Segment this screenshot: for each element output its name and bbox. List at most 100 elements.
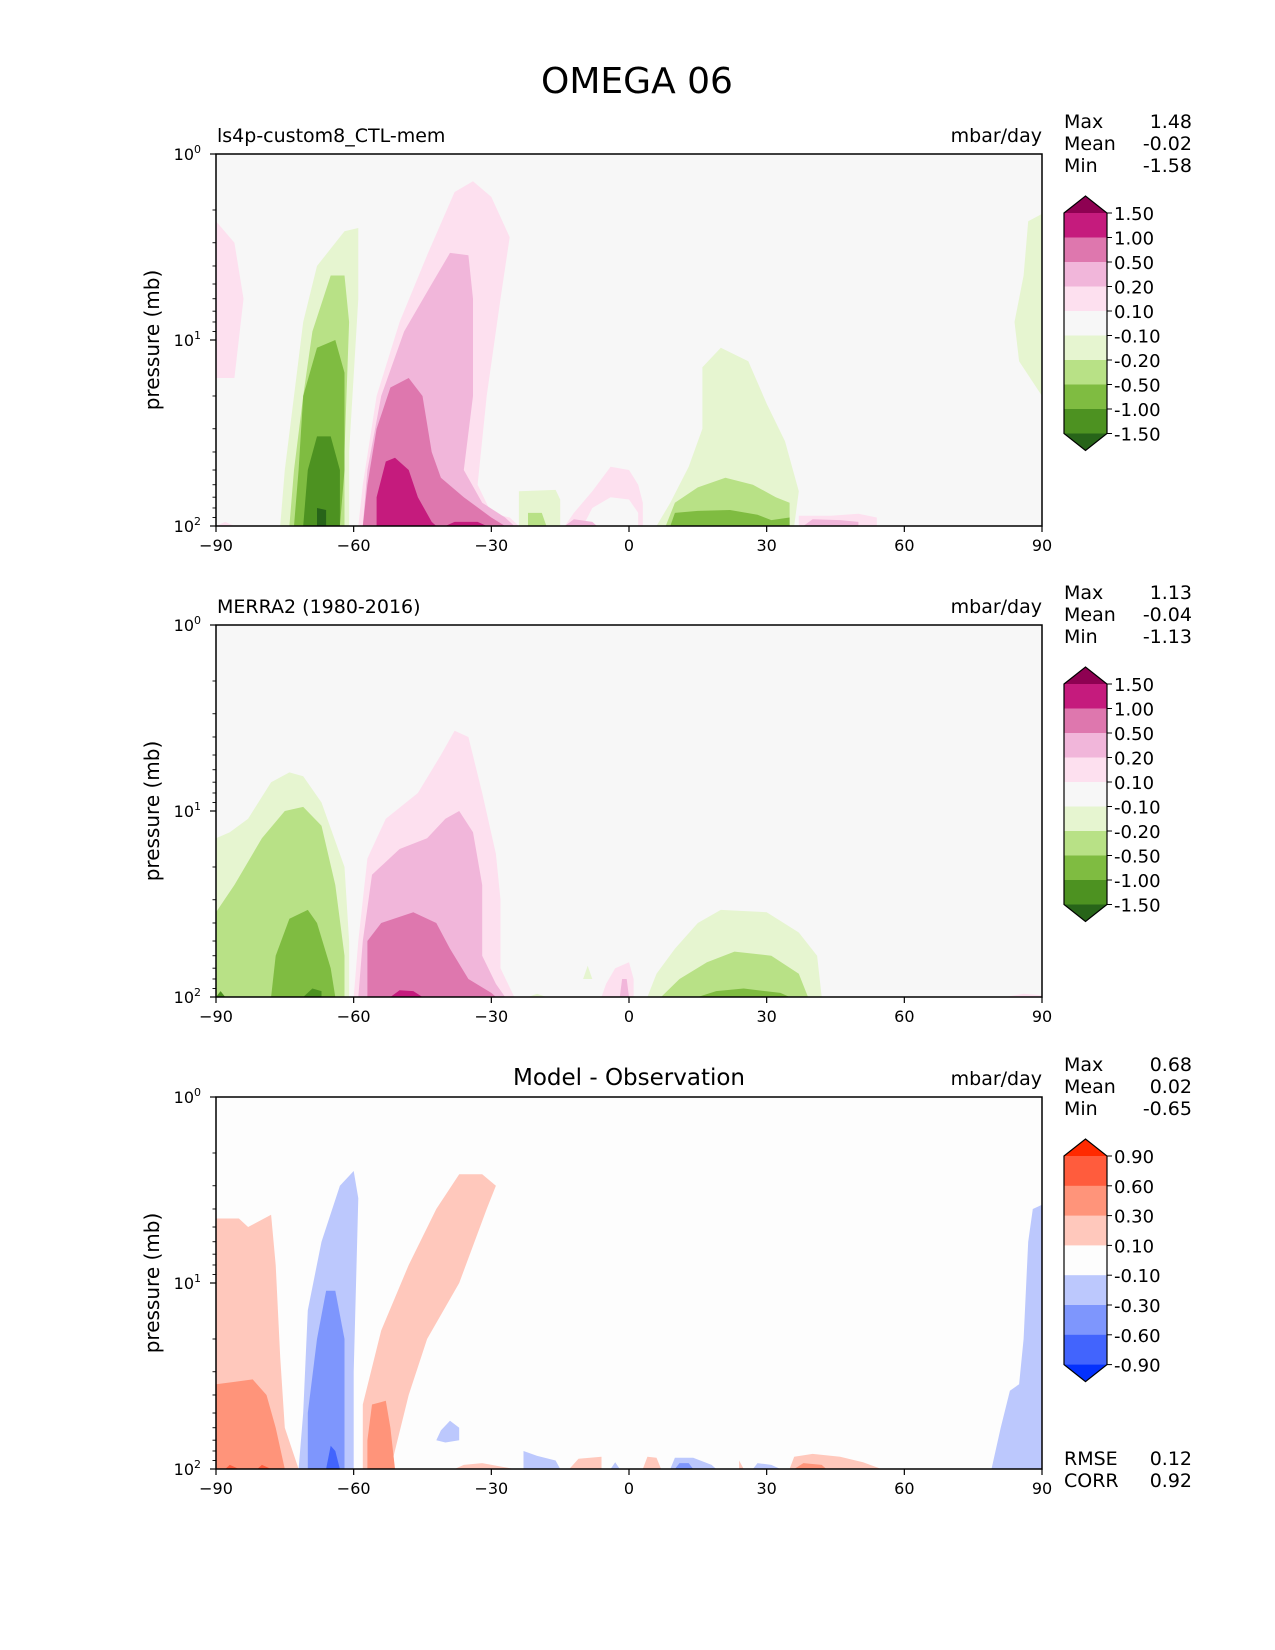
units-label: mbar/day	[951, 125, 1042, 147]
colorbar-level-label: 0.60	[1114, 1177, 1154, 1198]
colorbar-box	[1064, 311, 1107, 336]
stat-value: 0.68	[1150, 1054, 1192, 1076]
contour-band-3	[225, 1464, 239, 1469]
stat-label: Max	[1064, 582, 1103, 604]
figure-title: OMEGA 06	[541, 61, 733, 102]
x-tick-label: 60	[894, 1479, 914, 1498]
colorbar-level-label: -0.10	[1114, 327, 1161, 348]
colorbar-box	[1064, 1275, 1107, 1306]
contour-band-14	[803, 519, 859, 526]
colorbar-level-label: -0.60	[1114, 1326, 1161, 1347]
stat-label: Min	[1064, 626, 1098, 648]
bottom-stat-label: RMSE	[1064, 1448, 1118, 1470]
stat-value: 0.02	[1150, 1076, 1192, 1098]
colorbar-level-label: 0.50	[1114, 253, 1154, 274]
contour-band-21	[794, 1463, 827, 1469]
contour-band-20	[656, 347, 799, 526]
contour-band-22	[991, 1204, 1042, 1469]
contour-band-15	[661, 951, 808, 997]
contour-band-10	[583, 965, 593, 979]
y-tick-label: 101	[174, 1272, 201, 1293]
contour-band-19	[528, 512, 547, 526]
x-tick-label: −90	[199, 1007, 233, 1026]
colorbar-level-label: 0.10	[1114, 302, 1154, 323]
stat-value: -0.02	[1143, 133, 1192, 155]
bottom-stat-label: CORR	[1064, 1470, 1119, 1492]
colorbar-level-label: -1.00	[1114, 400, 1161, 421]
colorbar-extend-min	[1064, 904, 1107, 922]
panel-3: Model - Observation mbar/day pressure (mb)…	[140, 1054, 1192, 1498]
colorbar-level-label: 0.20	[1114, 278, 1154, 299]
colorbar-box	[1064, 782, 1107, 807]
y-tick-label: 100	[174, 614, 201, 635]
contour-band-2	[216, 1379, 285, 1469]
colorbar-level-label: -0.20	[1114, 351, 1161, 372]
x-tick-label: 30	[756, 1007, 776, 1026]
colorbar-level-label: 1.50	[1114, 675, 1154, 696]
y-tick-label: 101	[174, 329, 201, 350]
stat-value: -1.58	[1143, 155, 1192, 177]
contour-band-1	[216, 221, 244, 378]
panel-2: MERRA2 (1980-2016) mbar/day pressure (mb) −…	[140, 582, 1192, 1026]
panel-title: ls4p-custom8_CTL-mem	[217, 125, 445, 147]
contour-band-13	[569, 1456, 602, 1469]
contour-band-22	[670, 510, 790, 526]
colorbar-level-label: 1.00	[1114, 229, 1154, 250]
colorbar: 1.50 1.00 0.50 0.20 0.10 -0.10 -0.20 -0.50 -1.00…	[1063, 666, 1161, 923]
contour-band-15	[642, 1456, 662, 1469]
panel-title: MERRA2 (1980-2016)	[217, 596, 421, 618]
units-label: mbar/day	[951, 596, 1042, 618]
colorbar-extend-min	[1064, 1364, 1107, 1382]
stat-label: Mean	[1064, 1076, 1116, 1098]
x-tick-label: −90	[199, 1479, 233, 1498]
contour-band-12	[523, 1451, 561, 1469]
colorbar-level-label: -1.00	[1114, 871, 1161, 892]
stat-label: Mean	[1064, 604, 1116, 626]
contour-band-4	[257, 1464, 272, 1469]
colorbar-box	[1064, 335, 1107, 361]
x-tick-label: −90	[199, 536, 233, 555]
contour-band-10	[436, 1420, 460, 1443]
y-tick-label: 100	[174, 1086, 201, 1107]
colorbar-box	[1064, 855, 1107, 881]
contour-band-16	[376, 457, 437, 526]
contour-band-11	[528, 993, 547, 997]
y-tick-label: 102	[174, 1458, 201, 1479]
colorbar-box	[1064, 286, 1107, 312]
contour-band-11	[583, 497, 639, 526]
contour-fills	[216, 730, 1042, 997]
colorbar: 0.90 0.60 0.30 0.10 -0.10 -0.30 -0.60 -0.90	[1063, 1138, 1161, 1383]
y-tick-label: 100	[174, 143, 201, 164]
contour-band-13	[564, 519, 597, 526]
contour-band-9	[390, 990, 423, 997]
contour-fills	[216, 1171, 1042, 1469]
colorbar-box	[1064, 684, 1107, 709]
stat-value: 1.13	[1150, 582, 1192, 604]
contour-band-17	[445, 521, 487, 526]
x-tick-label: −60	[337, 1479, 371, 1498]
contour-band-2	[216, 521, 235, 526]
colorbar-extend-max	[1064, 196, 1107, 213]
colorbar-box	[1064, 360, 1107, 385]
colorbar-box	[1064, 708, 1107, 734]
colorbar-box	[1064, 384, 1107, 410]
plot-background	[216, 625, 1042, 997]
panels-container: ls4p-custom8_CTL-mem mbar/day pressure (mb…	[140, 111, 1192, 1498]
colorbar-level-label: 0.30	[1114, 1207, 1154, 1228]
colorbar-box	[1064, 262, 1107, 287]
colorbar-box	[1064, 806, 1107, 832]
colorbar-level-label: -0.50	[1114, 376, 1161, 397]
contour-band-7	[317, 508, 327, 526]
x-tick-label: 0	[624, 536, 634, 555]
stat-label: Max	[1064, 1054, 1103, 1076]
stat-label: Min	[1064, 1098, 1098, 1120]
x-tick-label: 60	[894, 536, 914, 555]
bottom-stat-value: 0.12	[1150, 1448, 1192, 1470]
colorbar-box	[1064, 1215, 1107, 1246]
x-tick-label: 30	[756, 1479, 776, 1498]
colorbar-level-label: -1.50	[1114, 896, 1161, 917]
colorbar-level-label: -0.20	[1114, 822, 1161, 843]
panel-1: ls4p-custom8_CTL-mem mbar/day pressure (mb…	[140, 111, 1192, 555]
contour-band-5	[216, 991, 226, 997]
contour-band-17	[674, 1463, 694, 1469]
